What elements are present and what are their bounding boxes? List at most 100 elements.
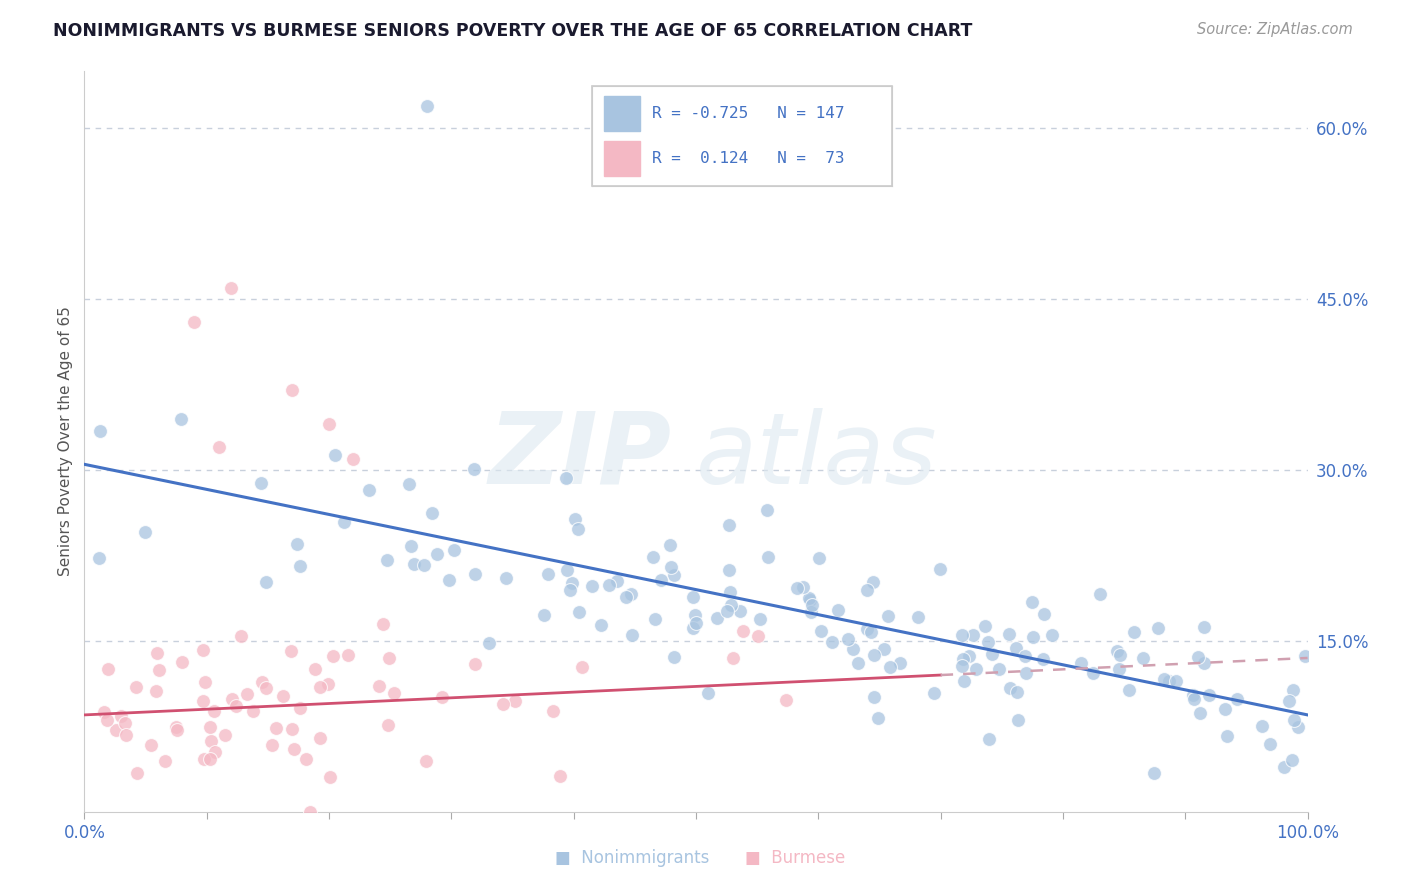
Point [720, 598, 742, 612]
Point [308, 731, 330, 746]
Point [554, 471, 576, 485]
Point [598, 578, 620, 592]
Point [1272, 759, 1295, 773]
Point [204, 745, 226, 759]
Point [1105, 644, 1128, 658]
Point [558, 582, 581, 597]
Point [236, 687, 259, 701]
Point [860, 625, 883, 640]
Point [495, 571, 517, 585]
Point [799, 591, 821, 605]
Point [1118, 683, 1140, 698]
Point [322, 648, 344, 663]
Point [1294, 649, 1316, 664]
Point [89, 551, 111, 566]
Point [378, 650, 401, 665]
Point [863, 648, 886, 662]
Point [567, 605, 589, 619]
Point [254, 681, 277, 695]
Point [821, 634, 844, 648]
Point [316, 677, 339, 691]
Point [146, 646, 169, 660]
Point [281, 384, 304, 398]
Point [756, 503, 779, 517]
Point [730, 604, 752, 618]
Point [685, 616, 707, 631]
Point [1181, 688, 1204, 702]
Point [650, 573, 672, 587]
Point [200, 734, 222, 748]
Point [1000, 681, 1022, 695]
Point [415, 754, 437, 768]
Y-axis label: Seniors Poverty Over the Age of 65: Seniors Poverty Over the Age of 65 [58, 307, 73, 576]
Point [1070, 656, 1092, 670]
Point [756, 550, 779, 565]
Point [928, 562, 950, 576]
Point [614, 591, 637, 605]
Point [443, 542, 465, 557]
Point [416, 98, 439, 112]
Point [134, 524, 156, 539]
Point [318, 417, 340, 432]
Point [977, 635, 1000, 649]
Point [1022, 630, 1045, 644]
Point [952, 652, 974, 666]
Point [548, 769, 571, 783]
Point [464, 657, 486, 671]
Point [621, 628, 644, 642]
Point [229, 629, 252, 643]
Point [1132, 651, 1154, 665]
Point [922, 686, 945, 700]
Point [801, 598, 824, 612]
Point [357, 483, 380, 498]
Point [1164, 673, 1187, 688]
Point [1187, 650, 1209, 665]
Point [1015, 666, 1038, 681]
Point [571, 660, 593, 674]
Point [1216, 729, 1239, 743]
Point [250, 475, 273, 490]
Point [198, 720, 221, 734]
Point [980, 647, 1002, 661]
Text: ■  Nonimmigrants: ■ Nonimmigrants [555, 849, 710, 867]
Point [166, 723, 188, 737]
Point [810, 624, 832, 638]
Point [169, 411, 191, 425]
Point [1005, 641, 1028, 656]
Point [96, 713, 118, 727]
Point [191, 642, 214, 657]
Point [1153, 672, 1175, 686]
Point [786, 581, 808, 595]
Point [682, 591, 704, 605]
Point [242, 704, 264, 718]
Point [696, 686, 718, 700]
Point [225, 699, 247, 714]
Point [957, 648, 980, 663]
Point [541, 704, 564, 718]
Point [620, 587, 643, 601]
Point [856, 622, 879, 636]
Point [1021, 595, 1043, 609]
Point [979, 732, 1001, 747]
Point [533, 607, 555, 622]
Point [723, 650, 745, 665]
Point [492, 697, 515, 711]
Point [437, 574, 460, 588]
Point [250, 674, 273, 689]
Point [342, 451, 364, 466]
Point [1108, 662, 1130, 676]
Point [846, 656, 869, 670]
Point [264, 721, 287, 735]
Point [97, 662, 120, 676]
Point [125, 680, 148, 694]
Point [336, 648, 359, 662]
Point [308, 680, 330, 694]
Point [988, 662, 1011, 676]
Point [194, 675, 217, 690]
Point [717, 517, 740, 532]
Point [382, 686, 405, 700]
Point [1192, 620, 1215, 634]
Point [1189, 706, 1212, 720]
Point [430, 690, 453, 704]
Point [463, 462, 485, 476]
